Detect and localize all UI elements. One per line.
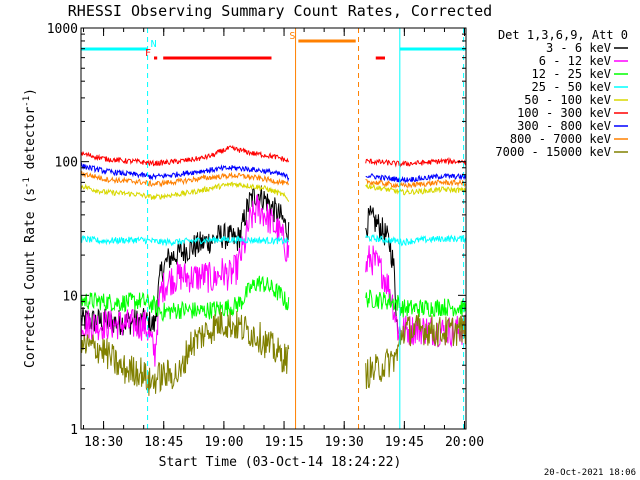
series-layer: [80, 144, 467, 396]
legend-label-800-7000-kev: 800 - 7000 keV: [510, 132, 611, 146]
x-tick-label-18-45: 18:45: [144, 435, 183, 450]
y-tick-label-100: 100: [55, 156, 78, 171]
x-tick-label-19-30: 19:30: [325, 435, 364, 450]
legend-item-25-50-kev: 25 - 50 keV: [532, 80, 628, 94]
x-axis-ticks: 18:30 18:45 19:00 19:15 19:30 19:45 20:00: [83, 28, 484, 450]
series-12-25-kev: [80, 275, 467, 322]
series-6-12-kev-segment-0: [80, 194, 290, 367]
legend-item-300-800-kev: 300 - 800 keV: [517, 119, 628, 133]
series-300-800-kev-segment-0: [80, 162, 290, 182]
legend-item-7000-15000-kev: 7000 - 15000 keV: [495, 145, 628, 159]
series-6-12-kev: [80, 194, 467, 367]
y-tick-label-1: 1: [70, 423, 78, 438]
series-800-7000-kev-segment-0: [80, 171, 290, 188]
series-300-800-kev: [80, 162, 467, 184]
y-tick-label-10: 10: [62, 289, 78, 304]
series-50-100-kev: [80, 181, 467, 202]
flag-f-label: F: [145, 48, 151, 59]
timestamp: 20-Oct-2021 18:06: [544, 468, 636, 478]
legend-label-25-50-kev: 25 - 50 keV: [532, 80, 611, 94]
series-100-300-kev-segment-1: [365, 157, 467, 168]
flag-s-label: S: [289, 31, 295, 42]
y-axis-label: Corrected Count Rate (s-1 detector-1): [22, 88, 38, 368]
legend-label-50-100-kev: 50 - 100 keV: [524, 93, 611, 107]
flag-n-label: N: [151, 39, 157, 50]
legend-item-50-100-kev: 50 - 100 keV: [524, 93, 628, 107]
legend-item-3-6-kev: 3 - 6 keV: [546, 41, 628, 55]
series-800-7000-kev-segment-1: [365, 178, 467, 189]
series-6-12-kev-segment-1: [365, 245, 467, 348]
series-25-50-kev-segment-1: [365, 233, 467, 247]
legend-item-800-7000-kev: 800 - 7000 keV: [510, 132, 628, 146]
flag-s: S: [289, 31, 356, 43]
legend-label-7000-15000-kev: 7000 - 15000 keV: [495, 145, 611, 159]
x-tick-label-18-30: 18:30: [84, 435, 123, 450]
y-tick-label-1000: 1000: [47, 22, 78, 37]
legend-item-12-25-kev: 12 - 25 keV: [532, 67, 628, 81]
series-50-100-kev-segment-1: [365, 182, 467, 196]
series-12-25-kev-segment-0: [80, 275, 290, 322]
plot-frame: [80, 27, 467, 430]
legend-label-100-300-kev: 100 - 300 keV: [517, 106, 611, 120]
series-3-6-kev-segment-0: [80, 185, 290, 336]
x-tick-label-19-00: 19:00: [204, 435, 243, 450]
series-800-7000-kev: [80, 171, 467, 189]
x-tick-label-19-45: 19:45: [385, 435, 424, 450]
legend-label-12-25-kev: 12 - 25 keV: [532, 67, 611, 81]
series-50-100-kev-segment-0: [80, 181, 290, 202]
x-axis-label: Start Time (03-Oct-14 18:24:22): [159, 455, 402, 470]
legend-label-300-800-kev: 300 - 800 keV: [517, 119, 611, 133]
series-7000-15000-kev-segment-0: [80, 308, 290, 396]
flag-n: N: [81, 39, 466, 51]
series-100-300-kev-segment-0: [80, 144, 290, 167]
series-7000-15000-kev-segment-1: [365, 312, 467, 390]
x-tick-label-20-00: 20:00: [445, 435, 484, 450]
y-axis-label-main: Corrected Count Rate (s: [23, 188, 38, 368]
y-axis-label-sup1: -1: [22, 177, 32, 188]
series-12-25-kev-segment-1: [365, 289, 467, 318]
y-axis-label-mid: detector: [23, 107, 38, 178]
x-tick-label-19-15: 19:15: [264, 435, 303, 450]
y-axis-label-sup2: -1: [22, 96, 32, 107]
y-axis-label-end: ): [23, 88, 38, 96]
legend-label-6-12-kev: 6 - 12 keV: [539, 54, 611, 68]
y-axis-ticks: 1 10 100 1000: [47, 22, 466, 438]
legend-item-6-12-kev: 6 - 12 keV: [539, 54, 628, 68]
series-300-800-kev-segment-1: [365, 172, 467, 184]
legend-title: Det 1,3,6,9, Att 0: [498, 28, 628, 42]
series-25-50-kev-segment-0: [80, 234, 290, 247]
flag-f: F: [145, 48, 385, 60]
series-100-300-kev: [80, 144, 467, 168]
series-25-50-kev: [80, 233, 467, 247]
legend-item-100-300-kev: 100 - 300 keV: [517, 106, 628, 120]
series-7000-15000-kev: [80, 308, 467, 396]
flags-layer: NF S: [81, 31, 466, 60]
legend-label-3-6-kev: 3 - 6 keV: [546, 41, 611, 55]
chart-title: RHESSI Observing Summary Count Rates, Co…: [68, 2, 492, 20]
